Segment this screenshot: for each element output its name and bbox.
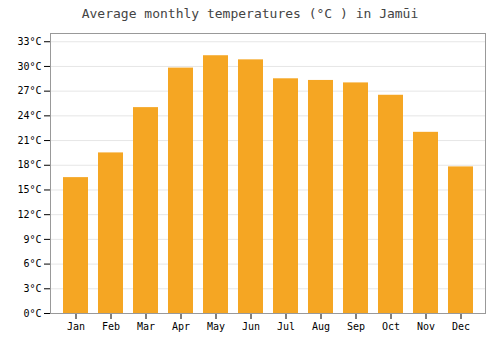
svg-text:33°C: 33°C	[17, 36, 41, 47]
svg-text:12°C: 12°C	[17, 209, 41, 220]
svg-text:Jan: Jan	[67, 321, 85, 332]
html-text:Average monthly temperatures (: Average monthly temperatures (°C ) in Ja…	[81, 6, 419, 21]
svg-text:Feb: Feb	[102, 321, 120, 332]
svg-text:Oct: Oct	[382, 321, 400, 332]
svg-text:Jul: Jul	[277, 321, 295, 332]
svg-text:9°C: 9°C	[23, 234, 41, 245]
svg-text:0°C: 0°C	[23, 308, 41, 319]
svg-text:Mar: Mar	[137, 321, 155, 332]
svg-text:May: May	[207, 321, 225, 332]
svg-text:30°C: 30°C	[17, 61, 41, 72]
svg-text:6°C: 6°C	[23, 258, 41, 269]
svg-text:Jun: Jun	[242, 321, 260, 332]
svg-text:3°C: 3°C	[23, 283, 41, 294]
svg-text:27°C: 27°C	[17, 85, 41, 96]
svg-text:21°C: 21°C	[17, 135, 41, 146]
svg-text:Sep: Sep	[347, 321, 365, 332]
svg-text:15°C: 15°C	[17, 184, 41, 195]
svg-text:Nov: Nov	[417, 321, 435, 332]
svg-text:Apr: Apr	[172, 321, 190, 332]
svg-text:24°C: 24°C	[17, 110, 41, 121]
svg-text:Dec: Dec	[452, 321, 470, 332]
svg-text:Aug: Aug	[312, 321, 330, 332]
svg-text:18°C: 18°C	[17, 159, 41, 170]
